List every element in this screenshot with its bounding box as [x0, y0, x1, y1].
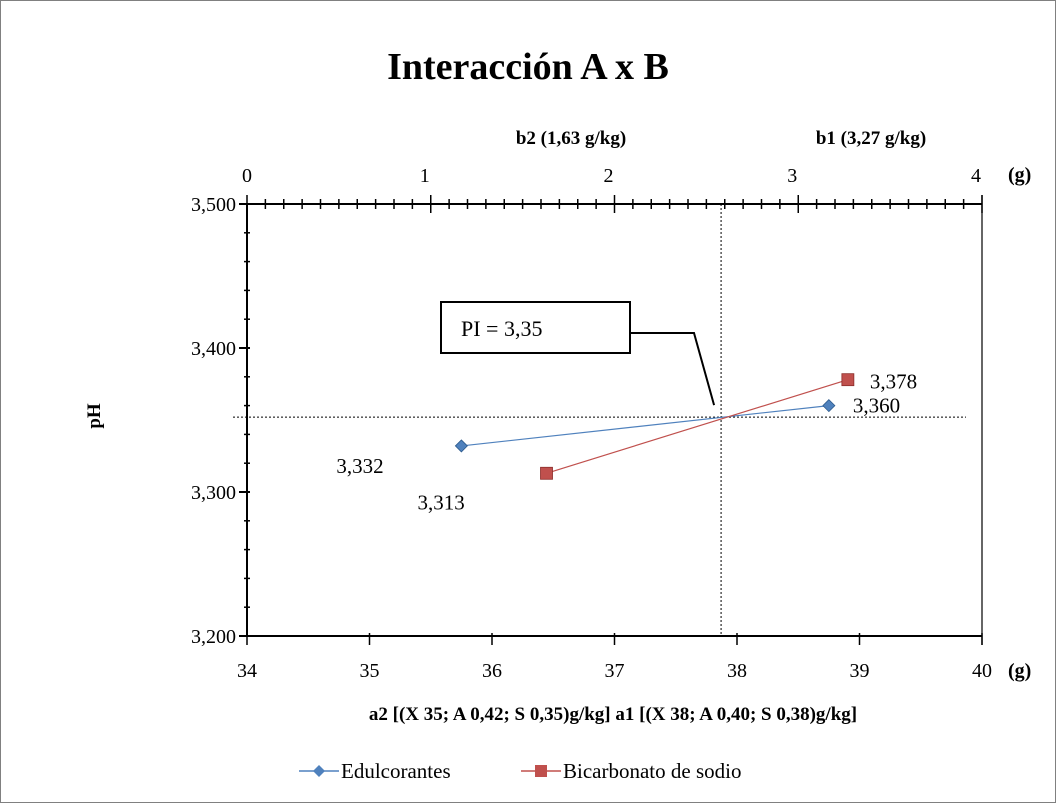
series-group: 3,332 3,360 3,313 3,378 [336, 370, 917, 515]
legend-marker-square [535, 765, 547, 777]
annotation-leader-line [630, 332, 716, 406]
legend-label-0: Edulcorantes [341, 759, 451, 783]
y-axis-label: pH [84, 403, 105, 429]
legend-marker-diamond [313, 765, 325, 777]
bottom-tick-label: 35 [360, 660, 380, 682]
legend: Edulcorantes Bicarbonato de sodio [299, 759, 741, 783]
annotation: PI = 3,35 [440, 301, 716, 406]
chart-title: Interacción A x B [387, 46, 669, 88]
y-tick-label: 3,500 [191, 194, 236, 216]
data-label: 3,313 [418, 490, 465, 514]
top-tick-label: 3 [787, 165, 797, 187]
top-tick-label: 4 [971, 165, 981, 187]
top-category-b1: b1 (3,27 g/kg) [816, 128, 926, 149]
top-category-b2: b2 (1,63 g/kg) [516, 128, 626, 149]
y-tick-label: 3,200 [191, 626, 236, 648]
data-label: 3,378 [870, 370, 917, 394]
annotation-text: PI = 3,35 [461, 316, 542, 341]
top-tick-label: 0 [242, 165, 252, 187]
reference-lines [233, 204, 966, 636]
data-point-diamond [822, 399, 836, 413]
annotation-box [440, 301, 631, 354]
top-axis-unit: (g) [1008, 164, 1031, 186]
top-tick-label: 2 [604, 165, 614, 187]
top-tick-label: 1 [420, 165, 430, 187]
y-tick-label: 3,300 [191, 482, 236, 504]
y-tick-label: 3,400 [191, 338, 236, 360]
bottom-tick-label: 36 [482, 660, 502, 682]
bottom-tick-label: 40 [972, 660, 992, 682]
series-line-0 [461, 405, 829, 447]
data-label: 3,360 [853, 394, 900, 418]
series-line-1 [546, 379, 849, 474]
x-axis-label-bottom: a2 [(X 35; A 0,42; S 0,35)g/kg] a1 [(X 3… [369, 704, 857, 725]
data-label: 3,332 [336, 454, 383, 478]
bottom-tick-label: 37 [605, 660, 625, 682]
data-point-square [540, 466, 553, 480]
bottom-tick-label: 34 [237, 660, 257, 682]
bottom-axis-unit: (g) [1008, 660, 1031, 682]
bottom-tick-label: 39 [850, 660, 870, 682]
bottom-tick-label: 38 [727, 660, 747, 682]
legend-label-1: Bicarbonato de sodio [563, 759, 741, 783]
data-point-diamond [454, 439, 468, 453]
data-point-square [841, 373, 855, 387]
